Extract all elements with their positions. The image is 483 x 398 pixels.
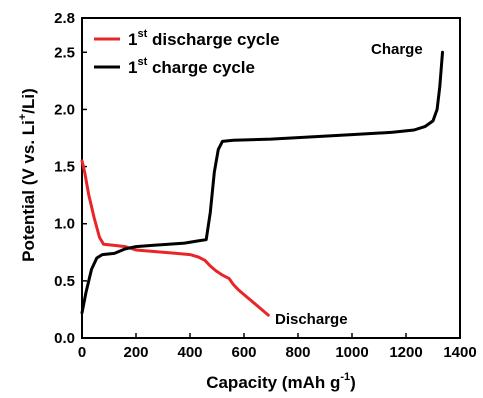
x-tick-label: 400	[177, 344, 202, 361]
y-tick-label: 1.5	[54, 159, 75, 176]
series-layer	[80, 50, 444, 317]
x-tick-label: 600	[231, 344, 256, 361]
x-tick-label: 200	[123, 344, 148, 361]
axes: 0 200 400 600 800 1000 1200 1400 0.0 0.5 1.0 1.5 2.0…	[54, 10, 477, 361]
legend-label-charge: 1st charge cycle	[128, 56, 255, 77]
x-axis-title: Capacity (mAh g-1)	[206, 371, 356, 392]
plot-area	[81, 17, 461, 339]
y-tick-label: 0.0	[54, 330, 75, 347]
y-tick-label: 2.8	[54, 10, 75, 27]
y-tick-label: 2.5	[54, 44, 75, 61]
y-tick-label: 2.0	[54, 101, 75, 118]
x-tick-label: 0	[78, 344, 86, 361]
plot-frame	[81, 17, 461, 339]
series-line-charge	[80, 50, 444, 315]
y-axis-title: Potential (V vs. Li+/Li)	[17, 88, 38, 262]
series-line-discharge	[80, 159, 270, 317]
x-tick-label: 1400	[443, 344, 476, 361]
charge-annotation: Charge	[371, 41, 423, 58]
legend-label-discharge: 1st discharge cycle	[128, 28, 280, 49]
y-tick-label: 0.5	[54, 273, 75, 290]
x-tick-label: 1200	[389, 344, 422, 361]
x-tick-label: 800	[285, 344, 310, 361]
y-tick-label: 1.0	[54, 216, 75, 233]
discharge-annotation: Discharge	[275, 311, 348, 328]
legend: 1st discharge cycle 1st charge cycle	[94, 28, 280, 77]
x-tick-label: 1000	[335, 344, 368, 361]
